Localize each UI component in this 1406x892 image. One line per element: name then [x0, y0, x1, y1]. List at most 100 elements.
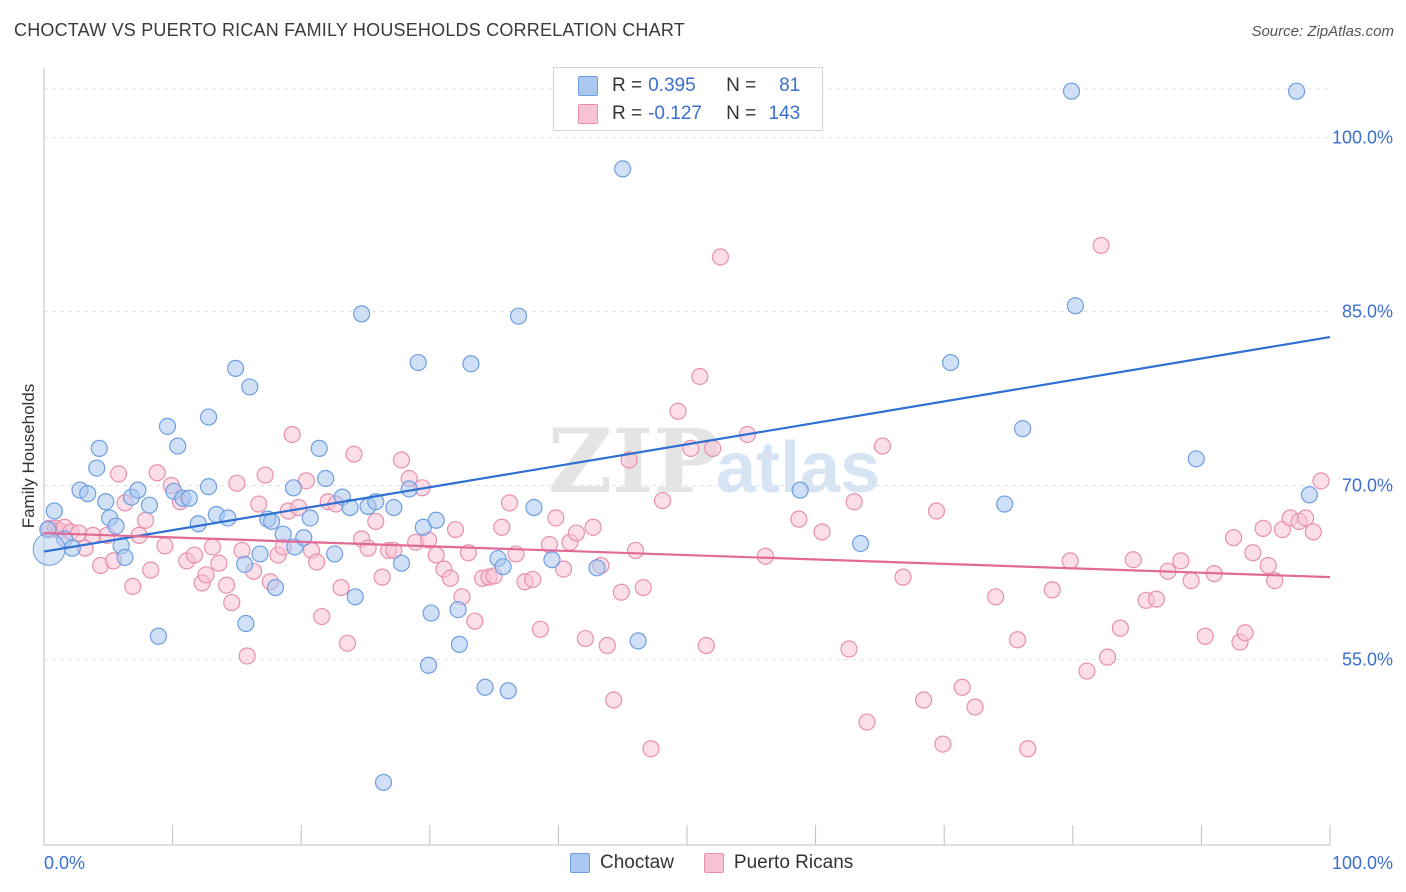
puerto-rican-point: [1111, 619, 1129, 637]
puerto-rican-point: [927, 502, 946, 520]
puerto-rican-point: [567, 524, 586, 542]
puerto-rican-point: [612, 583, 631, 601]
choctaw-point: [791, 481, 809, 499]
puerto-rican-point: [1266, 571, 1284, 590]
choctaw-point: [301, 509, 319, 527]
r-label: R =: [612, 75, 643, 96]
puerto-rican-point: [345, 445, 363, 463]
choctaw-point: [476, 678, 494, 696]
legend-label-choctaw: Choctaw: [600, 852, 674, 873]
choctaw-point: [543, 551, 561, 569]
choctaw-point: [588, 559, 606, 577]
puerto-rican-point: [441, 569, 459, 587]
puerto-rican-point: [554, 560, 573, 578]
puerto-rican-point: [385, 541, 403, 560]
choctaw-point: [422, 604, 440, 622]
n-label: N =: [726, 75, 757, 96]
puerto-rican-point: [642, 740, 660, 758]
puerto-rican-point: [148, 464, 166, 482]
puerto-rican-point: [1236, 624, 1254, 642]
puerto-rican-point: [1182, 571, 1200, 590]
choctaw-point: [237, 614, 255, 633]
source-label: Source: ZipAtlas.com: [1251, 23, 1394, 40]
puerto-rican-point: [1078, 662, 1096, 680]
choctaw-point: [427, 511, 445, 529]
puerto-rican-point: [756, 547, 775, 565]
choctaw-point: [353, 305, 371, 323]
puerto-rican-point: [531, 620, 549, 638]
legend-item-puerto-ricans[interactable]: Puerto Ricans: [703, 852, 853, 874]
choctaw-point: [88, 459, 106, 477]
puerto-rican-point: [238, 647, 256, 665]
puerto-rican-point: [256, 466, 274, 484]
puerto-rican-point: [136, 511, 155, 529]
choctaw-point: [1066, 297, 1084, 315]
choctaw-point: [251, 545, 269, 563]
puerto-rican-point: [210, 554, 228, 572]
puerto-rican-point: [185, 546, 204, 564]
puerto-rican-point: [934, 735, 952, 753]
puerto-rican-point: [1304, 523, 1322, 541]
puerto-rican-point: [233, 541, 251, 560]
puerto-rican-point: [598, 636, 616, 655]
puerto-rican-point: [203, 538, 222, 556]
legend-item-choctaw[interactable]: Choctaw: [570, 852, 674, 874]
choctaw-point: [200, 478, 218, 496]
puerto-rican-point: [711, 248, 730, 266]
puerto-rican-point: [392, 451, 411, 469]
choctaw-point: [1187, 450, 1205, 468]
y-tick-label: 70.0%: [1342, 475, 1393, 495]
legend-row-choctaw: R = 0.395 N = 81: [578, 72, 800, 100]
puerto-rican-point: [283, 425, 301, 444]
puerto-rican-point: [313, 607, 331, 626]
puerto-rican-point: [1124, 551, 1142, 569]
puerto-rican-point: [332, 578, 350, 597]
puerto-rican-point: [373, 568, 391, 586]
puerto-rican-point: [605, 691, 623, 709]
puerto-rican-point: [524, 570, 542, 589]
choctaw-point: [1062, 82, 1081, 100]
choctaw-point: [509, 307, 528, 325]
puerto-rican-point: [691, 367, 709, 386]
puerto-rican-point: [1196, 627, 1214, 645]
puerto-rican-point: [987, 588, 1005, 606]
choctaw-point: [942, 353, 960, 372]
puerto-rican-point: [1312, 472, 1330, 490]
y-tick-label: 100.0%: [1332, 128, 1393, 148]
y-tick-label: 55.0%: [1342, 649, 1393, 669]
puerto-rican-point: [845, 493, 863, 511]
choctaw-point: [499, 682, 517, 700]
choctaw-point: [326, 545, 344, 563]
choctaw-point: [419, 656, 438, 674]
choctaw-point: [295, 529, 313, 547]
puerto-rican-point: [1061, 552, 1079, 570]
puerto-rican-point: [915, 691, 933, 709]
n-label: N =: [726, 103, 757, 124]
choctaw-point: [90, 439, 108, 457]
puerto-rican-point: [813, 523, 831, 541]
y-tick-label: 85.0%: [1342, 302, 1393, 322]
choctaw-point: [494, 558, 512, 576]
puerto-rican-point: [338, 634, 357, 652]
puerto-rican-point: [626, 541, 645, 560]
choctaw-point: [227, 359, 245, 377]
choctaw-point: [525, 498, 543, 517]
puerto-rican-point: [218, 576, 236, 594]
puerto-rican-point: [1008, 631, 1027, 649]
r-value: -0.127: [648, 103, 702, 124]
puerto-rican-point: [142, 561, 160, 579]
puerto-rican-point: [584, 518, 602, 536]
puerto-rican-point: [953, 678, 971, 696]
choctaw-point: [266, 578, 285, 597]
choctaw-point: [1287, 82, 1306, 100]
puerto-rican-point: [669, 402, 687, 420]
choctaw-point: [346, 588, 364, 606]
puerto-rican-point: [1224, 529, 1243, 547]
stats-legend: R = 0.395 N = 81 R = -0.127 N = 143: [553, 67, 823, 131]
choctaw-point: [79, 485, 97, 503]
puerto-rican-point: [197, 566, 215, 584]
choctaw-point: [284, 479, 303, 497]
puerto-rican-point: [1254, 519, 1272, 538]
choctaw-point: [409, 353, 427, 372]
puerto-rican-point: [1259, 556, 1277, 575]
